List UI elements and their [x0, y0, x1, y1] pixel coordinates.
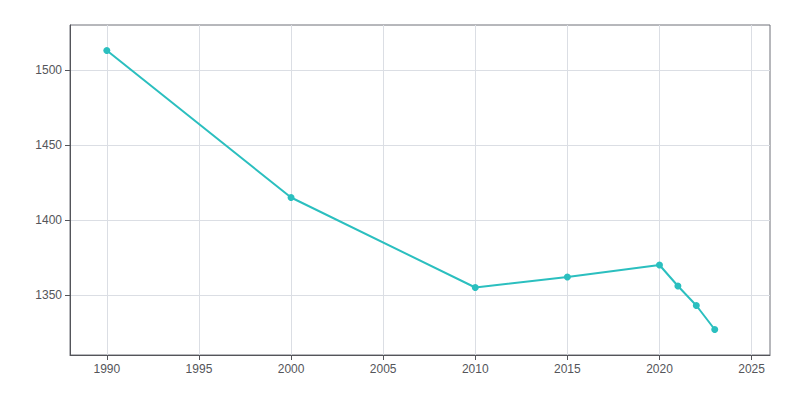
svg-text:1350: 1350 — [35, 288, 62, 302]
svg-text:2000: 2000 — [278, 362, 305, 376]
svg-text:1990: 1990 — [93, 362, 120, 376]
svg-text:1450: 1450 — [35, 138, 62, 152]
svg-text:2015: 2015 — [554, 362, 581, 376]
svg-text:2025: 2025 — [738, 362, 765, 376]
svg-text:2005: 2005 — [370, 362, 397, 376]
svg-text:1400: 1400 — [35, 213, 62, 227]
svg-text:2010: 2010 — [462, 362, 489, 376]
svg-text:2020: 2020 — [646, 362, 673, 376]
svg-text:1995: 1995 — [186, 362, 213, 376]
svg-text:1500: 1500 — [35, 63, 62, 77]
